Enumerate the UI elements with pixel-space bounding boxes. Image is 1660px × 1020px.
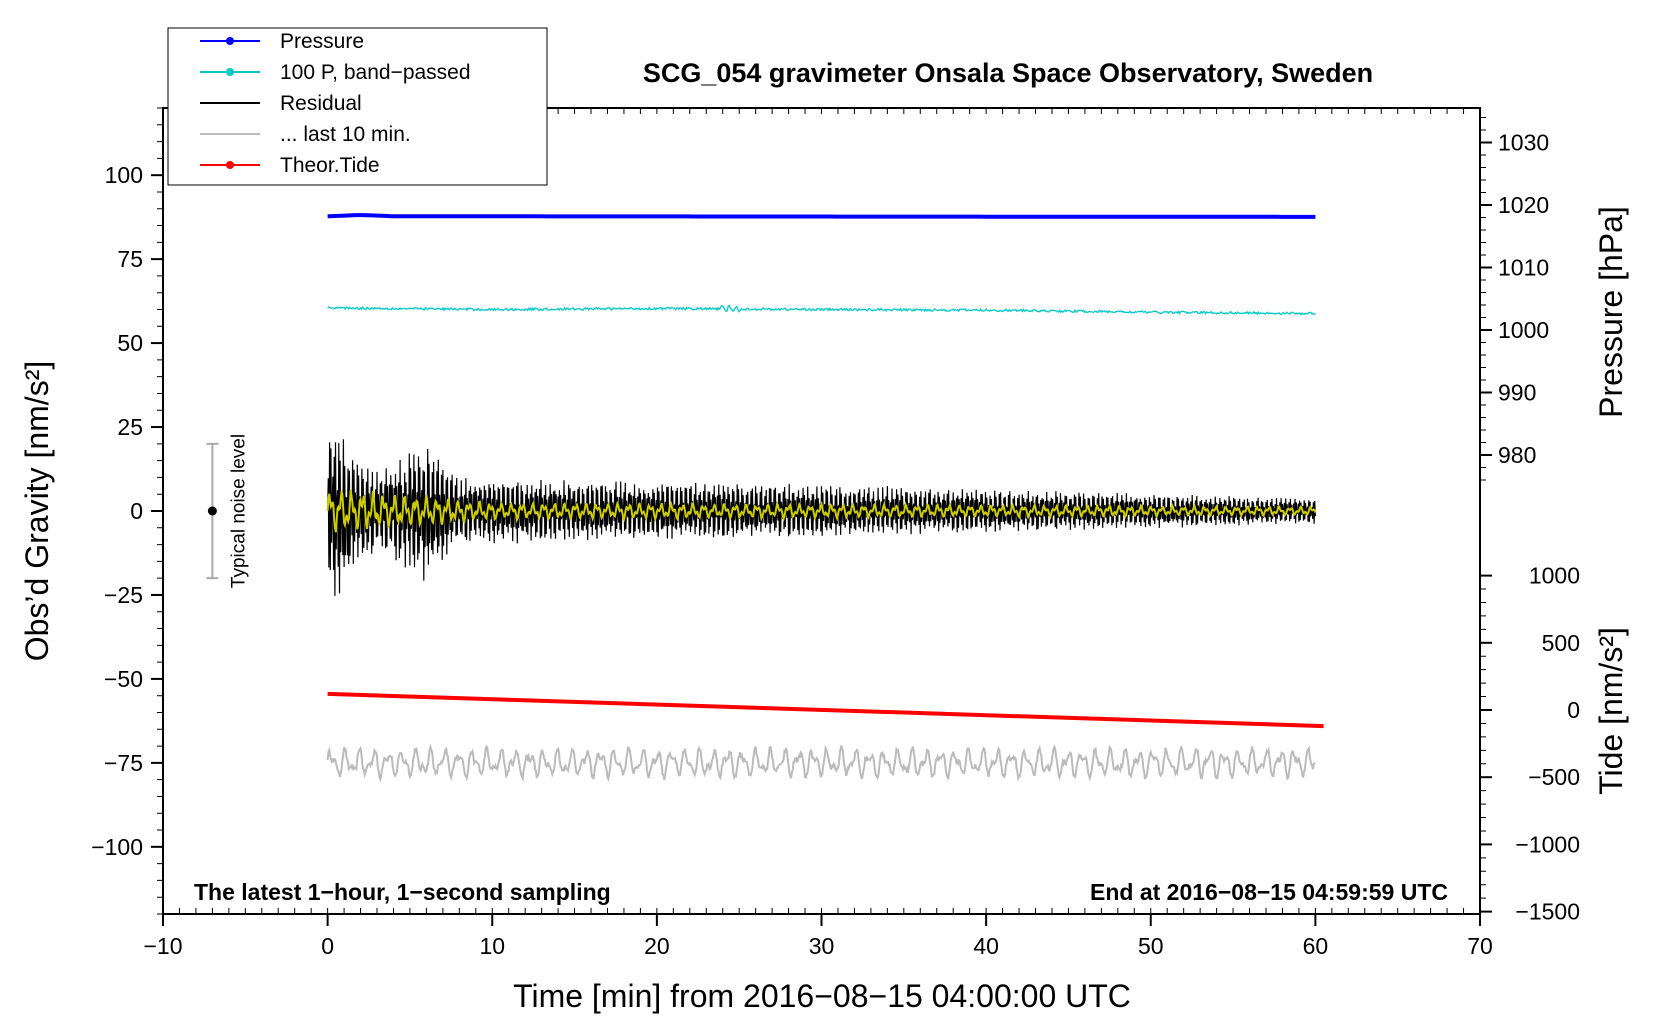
x-tick-label: 30 [809,933,835,959]
x-tick-label: 0 [321,933,334,959]
legend: Pressure 100 P, band−passed Residual ... la… [167,27,548,186]
x-tick-label: 70 [1467,933,1493,959]
legend-label: Theor.Tide [280,154,380,177]
x-tick-label: 40 [973,933,999,959]
y-pressure-tick-label: 980 [1498,442,1536,468]
series-band-passed [327,304,1316,316]
series-theor-tide [327,691,1324,729]
noise-level-indicator: Typical noise level [206,434,249,588]
y-axis-left-title: Obs’d Gravity [nm/s²] [19,361,55,662]
y-pressure-tick-label: 1030 [1498,130,1549,156]
y-tide-tick-label: 0 [1567,697,1580,723]
y-pressure-tick-label: 1020 [1498,192,1549,218]
y-pressure-tick-label: 990 [1498,380,1536,406]
y-left-tick-label: 100 [105,162,143,188]
noise-center-dot [207,506,217,516]
annotation-sampling: The latest 1−hour, 1−second sampling [194,879,611,905]
legend-box [167,27,548,186]
x-tick-label: 50 [1138,933,1164,959]
y-pressure-tick-label: 1010 [1498,255,1549,281]
legend-label: Pressure [280,30,364,53]
series-smoothed [326,489,1317,533]
y-axis-left-ticks: 100 75 50 25 0 −25 −50 −75 −100 [91,162,163,860]
y-left-tick-label: −75 [104,750,143,776]
legend-marker [226,37,234,45]
y-left-tick-label: 0 [130,498,143,524]
y-tide-tick-label: 500 [1542,630,1580,656]
legend-label: Residual [280,92,362,115]
y-axis-tide-ticks: 1000 500 0 −500 −1000 −1500 [1480,563,1580,925]
y-pressure-tick-label: 1000 [1498,317,1549,343]
legend-label: ... last 10 min. [280,123,411,146]
series-last-10-min [326,743,1316,783]
series-layer [326,213,1324,783]
y-tide-tick-label: −1000 [1515,831,1580,857]
y-axis-tide-title: Tide [nm/s²] [1593,627,1629,795]
x-tick-label: 60 [1303,933,1329,959]
y-axis-pressure-title: Pressure [hPa] [1593,206,1629,418]
series-residual [327,439,1316,596]
y-left-tick-label: 75 [117,246,143,272]
y-left-tick-label: 25 [117,414,143,440]
legend-marker [226,161,234,169]
y-axis-pressure-ticks: 1030 1020 1010 1000 990 980 [1480,130,1549,468]
x-tick-label: 20 [644,933,670,959]
y-tide-tick-label: −1500 [1515,899,1580,925]
noise-label: Typical noise level [228,434,249,588]
y-left-tick-label: −100 [91,834,143,860]
legend-label: 100 P, band−passed [280,61,471,84]
x-tick-label: −10 [143,933,182,959]
y-tide-tick-label: −500 [1528,764,1580,790]
annotation-end-time: End at 2016−08−15 04:59:59 UTC [1090,879,1448,905]
chart-title: SCG_054 gravimeter Onsala Space Observat… [643,58,1373,88]
x-axis-ticks: −10 0 10 20 30 40 50 60 70 [143,914,1493,959]
series-pressure [327,213,1316,219]
x-axis-title: Time [min] from 2016−08−15 04:00:00 UTC [513,978,1131,1014]
y-left-tick-label: −50 [104,666,143,692]
y-left-tick-label: −25 [104,582,143,608]
legend-marker [226,68,234,76]
x-tick-label: 10 [479,933,505,959]
y-left-tick-label: 50 [117,330,143,356]
y-tide-tick-label: 1000 [1529,563,1580,589]
